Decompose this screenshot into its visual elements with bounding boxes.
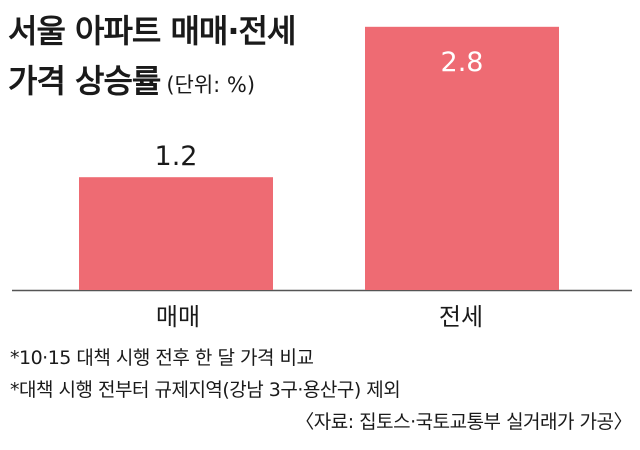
chart-title-text: 가격 상승률 — [8, 62, 161, 100]
bar-1 — [79, 177, 273, 290]
source-note: 〈자료: 집토스·국토교통부 실거래가 가공〉 — [295, 411, 632, 433]
unit-label: (단위: %) — [166, 73, 256, 97]
bar-chart: 1.2 매매 2.8 전세 — [12, 26, 632, 331]
category-label-2: 전세 — [439, 303, 483, 331]
chart-title-line2: 가격 상승률 (단위: %) — [8, 62, 255, 104]
footnote-1: *10·15 대책 시행 전후 한 달 가격 비교 — [10, 347, 314, 369]
footnotes: *10·15 대책 시행 전후 한 달 가격 비교 *대책 시행 전부터 규제지… — [10, 342, 633, 438]
category-label-1: 매매 — [156, 303, 200, 331]
chart-title-line1: 서울 아파트 매매·전세 — [8, 12, 296, 50]
bar-2 — [365, 26, 559, 291]
footnote-2: *대책 시행 전부터 규제지역(강남 3구·용산구) 제외 — [10, 379, 401, 401]
bar-value-label-2: 2.8 — [441, 47, 484, 78]
bar-value-label-1: 1.2 — [155, 141, 198, 172]
